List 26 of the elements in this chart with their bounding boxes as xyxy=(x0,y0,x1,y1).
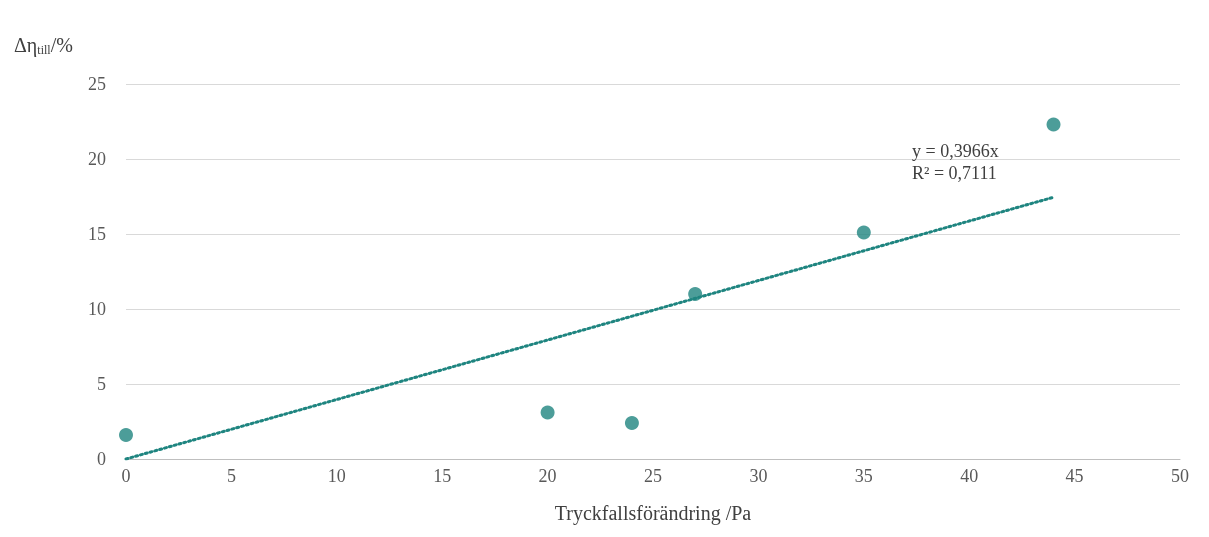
y-tick-label: 10 xyxy=(88,299,106,319)
point xyxy=(856,225,871,240)
y-tick-label: 0 xyxy=(97,449,106,469)
x-tick-label: 45 xyxy=(1065,466,1084,486)
point xyxy=(1046,117,1061,132)
x-tick-label: 20 xyxy=(538,466,557,486)
x-tick-label: 0 xyxy=(121,466,131,486)
x-tick-label: 15 xyxy=(433,466,452,486)
annotation: R² = 0,7111 xyxy=(912,163,997,183)
x-tick-label: 40 xyxy=(960,466,979,486)
point xyxy=(688,287,703,301)
y-tick-label: 5 xyxy=(97,374,106,394)
point xyxy=(119,428,133,442)
x-axis-title: Tryckfallsförändring /Pa xyxy=(554,502,752,525)
x-tick-label: 30 xyxy=(749,466,768,486)
x-tick-label: 35 xyxy=(854,466,873,486)
point xyxy=(624,416,639,430)
y-tick-label: 25 xyxy=(88,74,106,94)
y-tick-label: 15 xyxy=(88,224,106,244)
point xyxy=(540,405,555,420)
x-tick-label: 5 xyxy=(226,466,236,486)
x-tick-label: 50 xyxy=(1171,466,1189,486)
x-tick-label: 10 xyxy=(327,466,346,486)
y-tick-label: 20 xyxy=(88,149,106,169)
annotation: y = 0,3966x xyxy=(912,141,999,161)
x-tick-label: 25 xyxy=(644,466,662,486)
